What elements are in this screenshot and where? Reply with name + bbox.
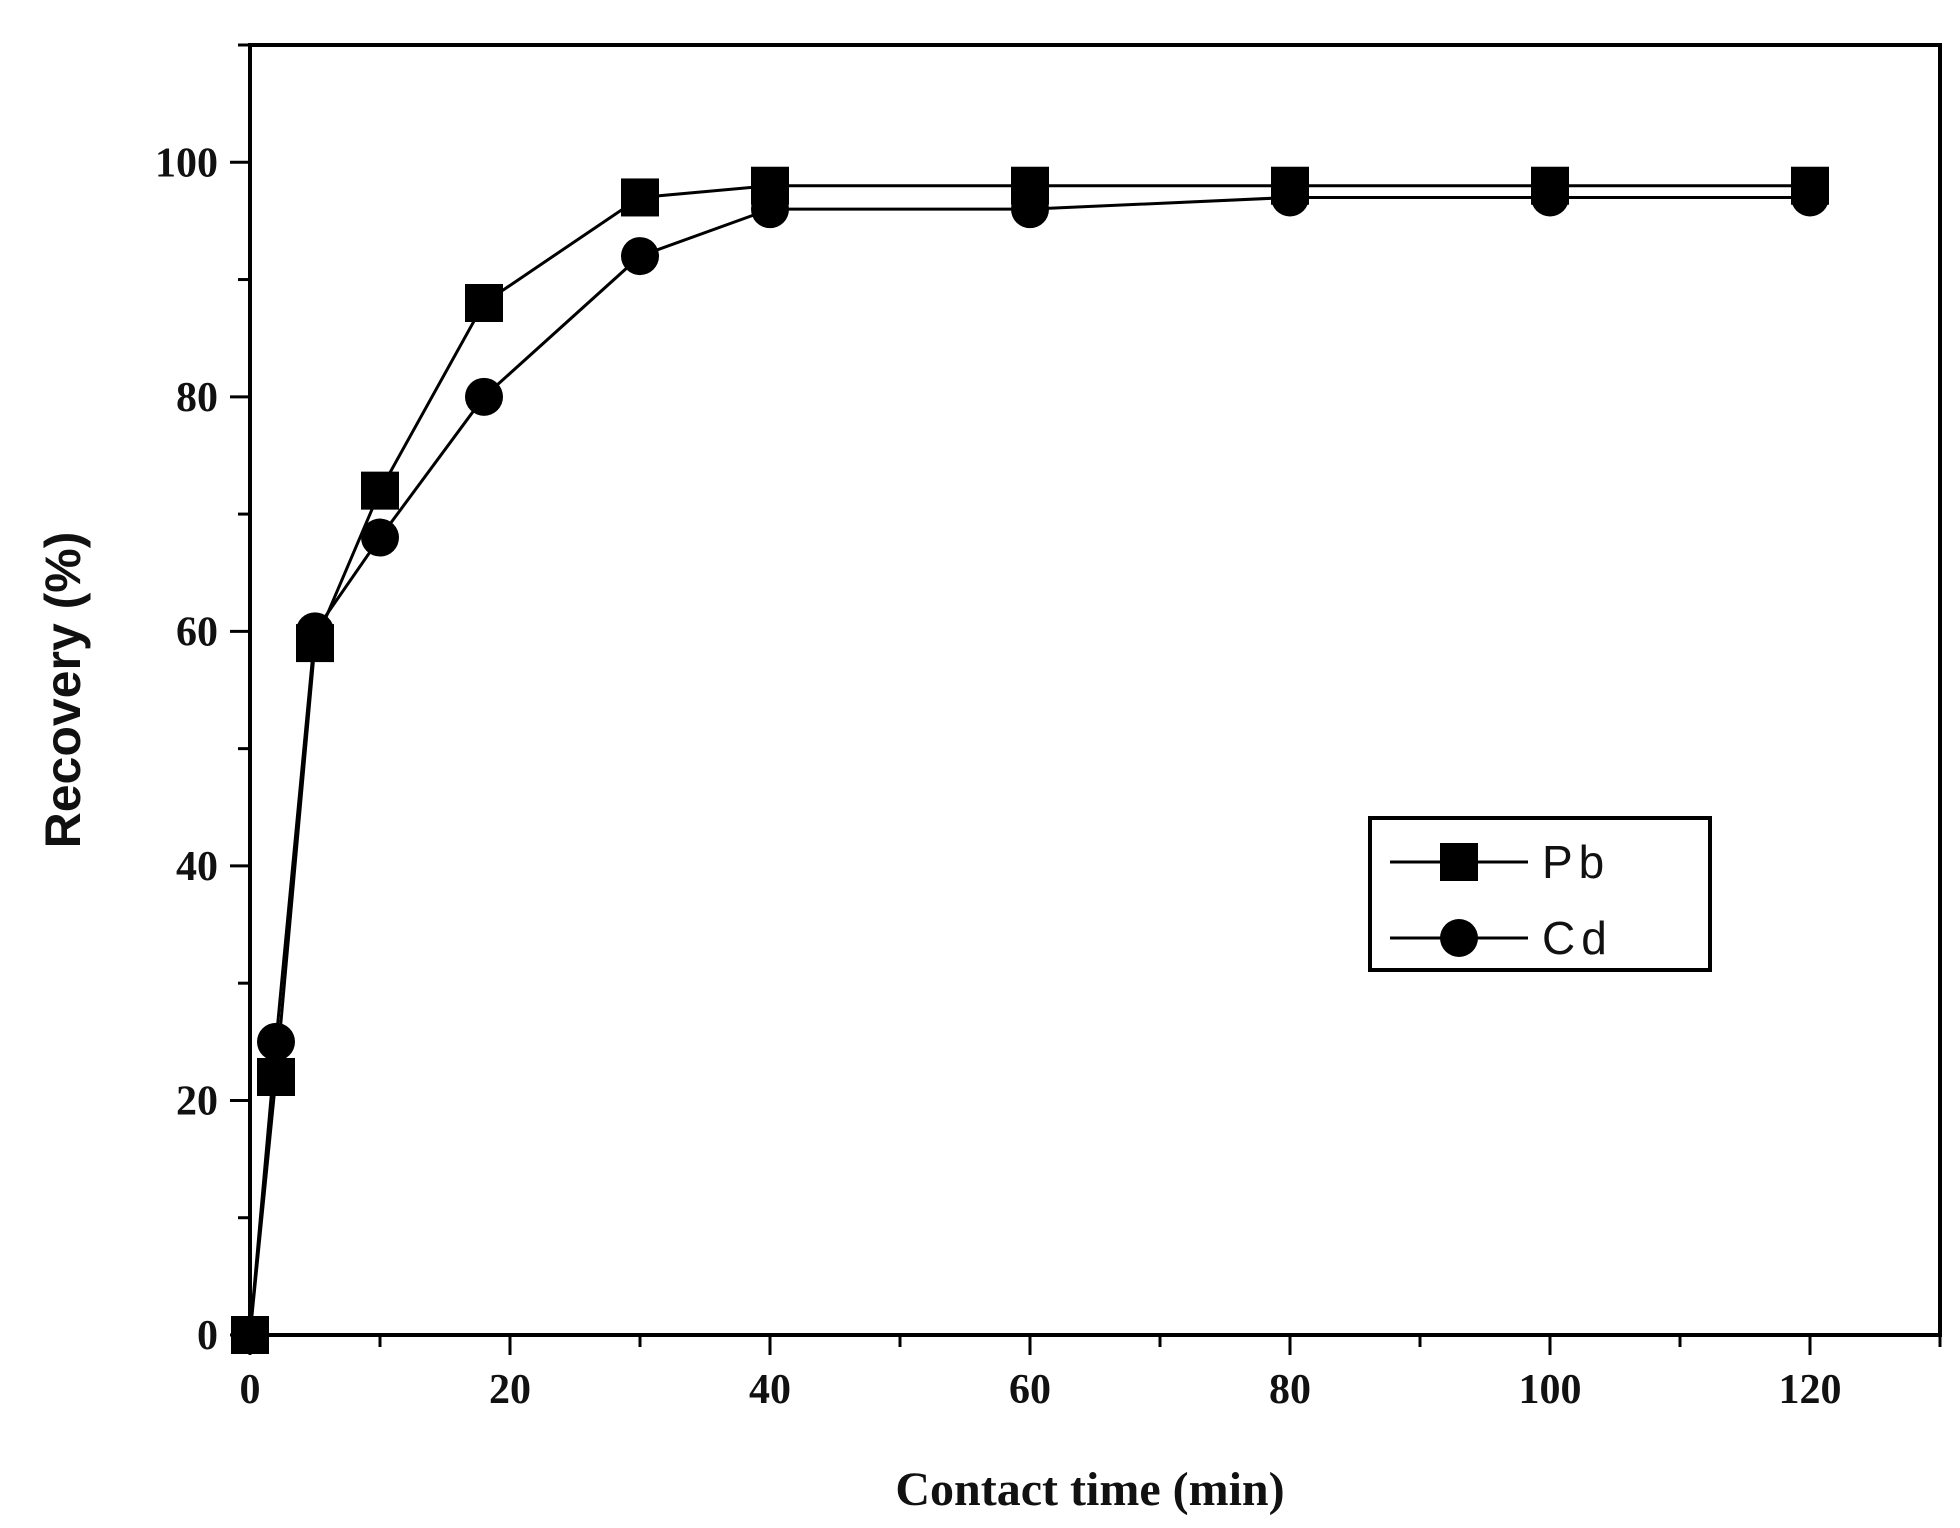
x-tick-label: 80 (1269, 1367, 1311, 1413)
y-tick-label: 0 (197, 1313, 218, 1359)
legend-marker-pb (1440, 843, 1478, 881)
data-point-cd (1791, 178, 1829, 217)
data-point-cd (1271, 178, 1309, 217)
data-point-cd (257, 1022, 295, 1061)
y-tick-label: 40 (176, 844, 218, 890)
y-tick-label: 60 (176, 609, 218, 655)
data-point-pb (465, 284, 503, 322)
x-tick-label: 120 (1779, 1367, 1842, 1413)
data-point-pb (257, 1058, 295, 1096)
x-tick-label: 20 (489, 1367, 531, 1413)
x-tick-label: 40 (749, 1367, 791, 1413)
data-point-pb (361, 471, 399, 510)
data-point-cd (1531, 178, 1569, 217)
data-point-cd (751, 190, 789, 229)
legend: Pb Cd (1368, 816, 1712, 972)
y-tick-label: 20 (176, 1078, 218, 1124)
series-layer (231, 166, 1829, 1354)
x-tick-label: 100 (1519, 1367, 1582, 1413)
x-axis-ticks: 0 20 40 60 80 100 120 (240, 1335, 1942, 1413)
legend-entry-pb: Pb (1390, 836, 1610, 888)
data-point-cd (231, 1316, 269, 1354)
x-tick-label: 0 (240, 1367, 261, 1413)
y-tick-label: 80 (176, 375, 218, 421)
legend-items: Pb Cd (1390, 836, 1613, 964)
legend-box (1368, 816, 1712, 972)
data-point-pb (621, 178, 659, 217)
plot-frame (248, 43, 1942, 1337)
y-tick-label: 100 (155, 140, 218, 186)
legend-label-cd: Cd (1542, 912, 1613, 964)
data-point-cd (1011, 190, 1049, 229)
x-tick-label: 60 (1009, 1367, 1051, 1413)
y-axis-ticks: 0 20 40 60 80 100 (155, 43, 250, 1359)
series-cd (231, 178, 1829, 1354)
legend-marker-cd (1440, 919, 1478, 957)
legend-label-pb: Pb (1542, 836, 1610, 888)
x-axis-title: Contact time (min) (895, 1463, 1284, 1516)
y-axis-title: Recovery (%) (35, 532, 91, 849)
data-point-cd (465, 377, 503, 416)
legend-entry-cd: Cd (1390, 912, 1613, 964)
series-pb (231, 166, 1829, 1354)
data-point-cd (361, 518, 399, 557)
series-line-cd (248, 195, 1810, 1336)
data-point-cd (296, 612, 334, 651)
series-line-pb (248, 184, 1810, 1336)
data-point-cd (621, 237, 659, 276)
